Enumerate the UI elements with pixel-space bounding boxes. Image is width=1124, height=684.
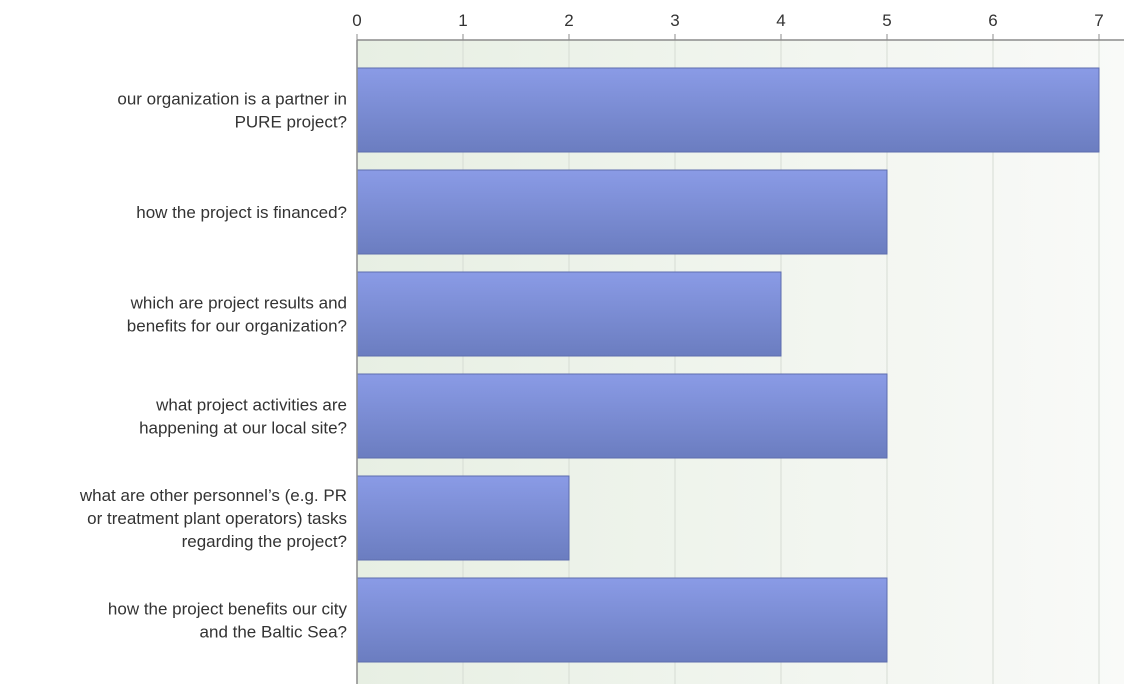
x-tick-label: 7 [1094, 11, 1103, 30]
category-label-line: benefits for our organization? [127, 317, 347, 336]
bars [356, 67, 1100, 663]
x-tick-label: 6 [988, 11, 997, 30]
category-label-line: regarding the project? [182, 532, 347, 551]
bar [356, 475, 570, 561]
x-tick-label: 5 [882, 11, 891, 30]
x-tick-label: 2 [564, 11, 573, 30]
category-labels: our organization is a partner in PURE pro… [79, 90, 348, 642]
x-tick-label: 4 [776, 11, 785, 30]
bar [356, 169, 888, 255]
category-label-line: which are project results and [130, 294, 347, 313]
x-axis-ticks: 0 1 2 3 4 5 6 7 [352, 11, 1104, 40]
bar [356, 577, 888, 663]
axes [356, 39, 1124, 684]
category-label-line: how the project benefits our city [108, 600, 348, 619]
category-label-line: or treatment plant operators) tasks [87, 509, 347, 528]
bar [356, 67, 1100, 153]
category-label: how the project benefits our city and the… [108, 600, 348, 642]
x-tick-label: 1 [458, 11, 467, 30]
category-label: our organization is a partner in PURE pro… [117, 90, 347, 132]
bar [356, 271, 782, 357]
x-tick-label: 0 [352, 11, 361, 30]
category-label-line: happening at our local site? [139, 419, 347, 438]
category-label: which are project results and benefits fo… [127, 294, 347, 336]
category-label: what are other personnel’s (e.g. PR or tr… [79, 486, 347, 551]
x-tick-label: 3 [670, 11, 679, 30]
category-label: how the project is financed? [136, 203, 347, 222]
category-label-line: what are other personnel’s (e.g. PR [79, 486, 347, 505]
category-label-line: PURE project? [235, 113, 347, 132]
category-label-line: what project activities are [155, 396, 347, 415]
category-label-line: how the project is financed? [136, 203, 347, 222]
category-label: what project activities are happening at … [139, 396, 347, 438]
bar [356, 373, 888, 459]
category-label-line: and the Baltic Sea? [200, 623, 347, 642]
category-label-line: our organization is a partner in [117, 90, 347, 109]
